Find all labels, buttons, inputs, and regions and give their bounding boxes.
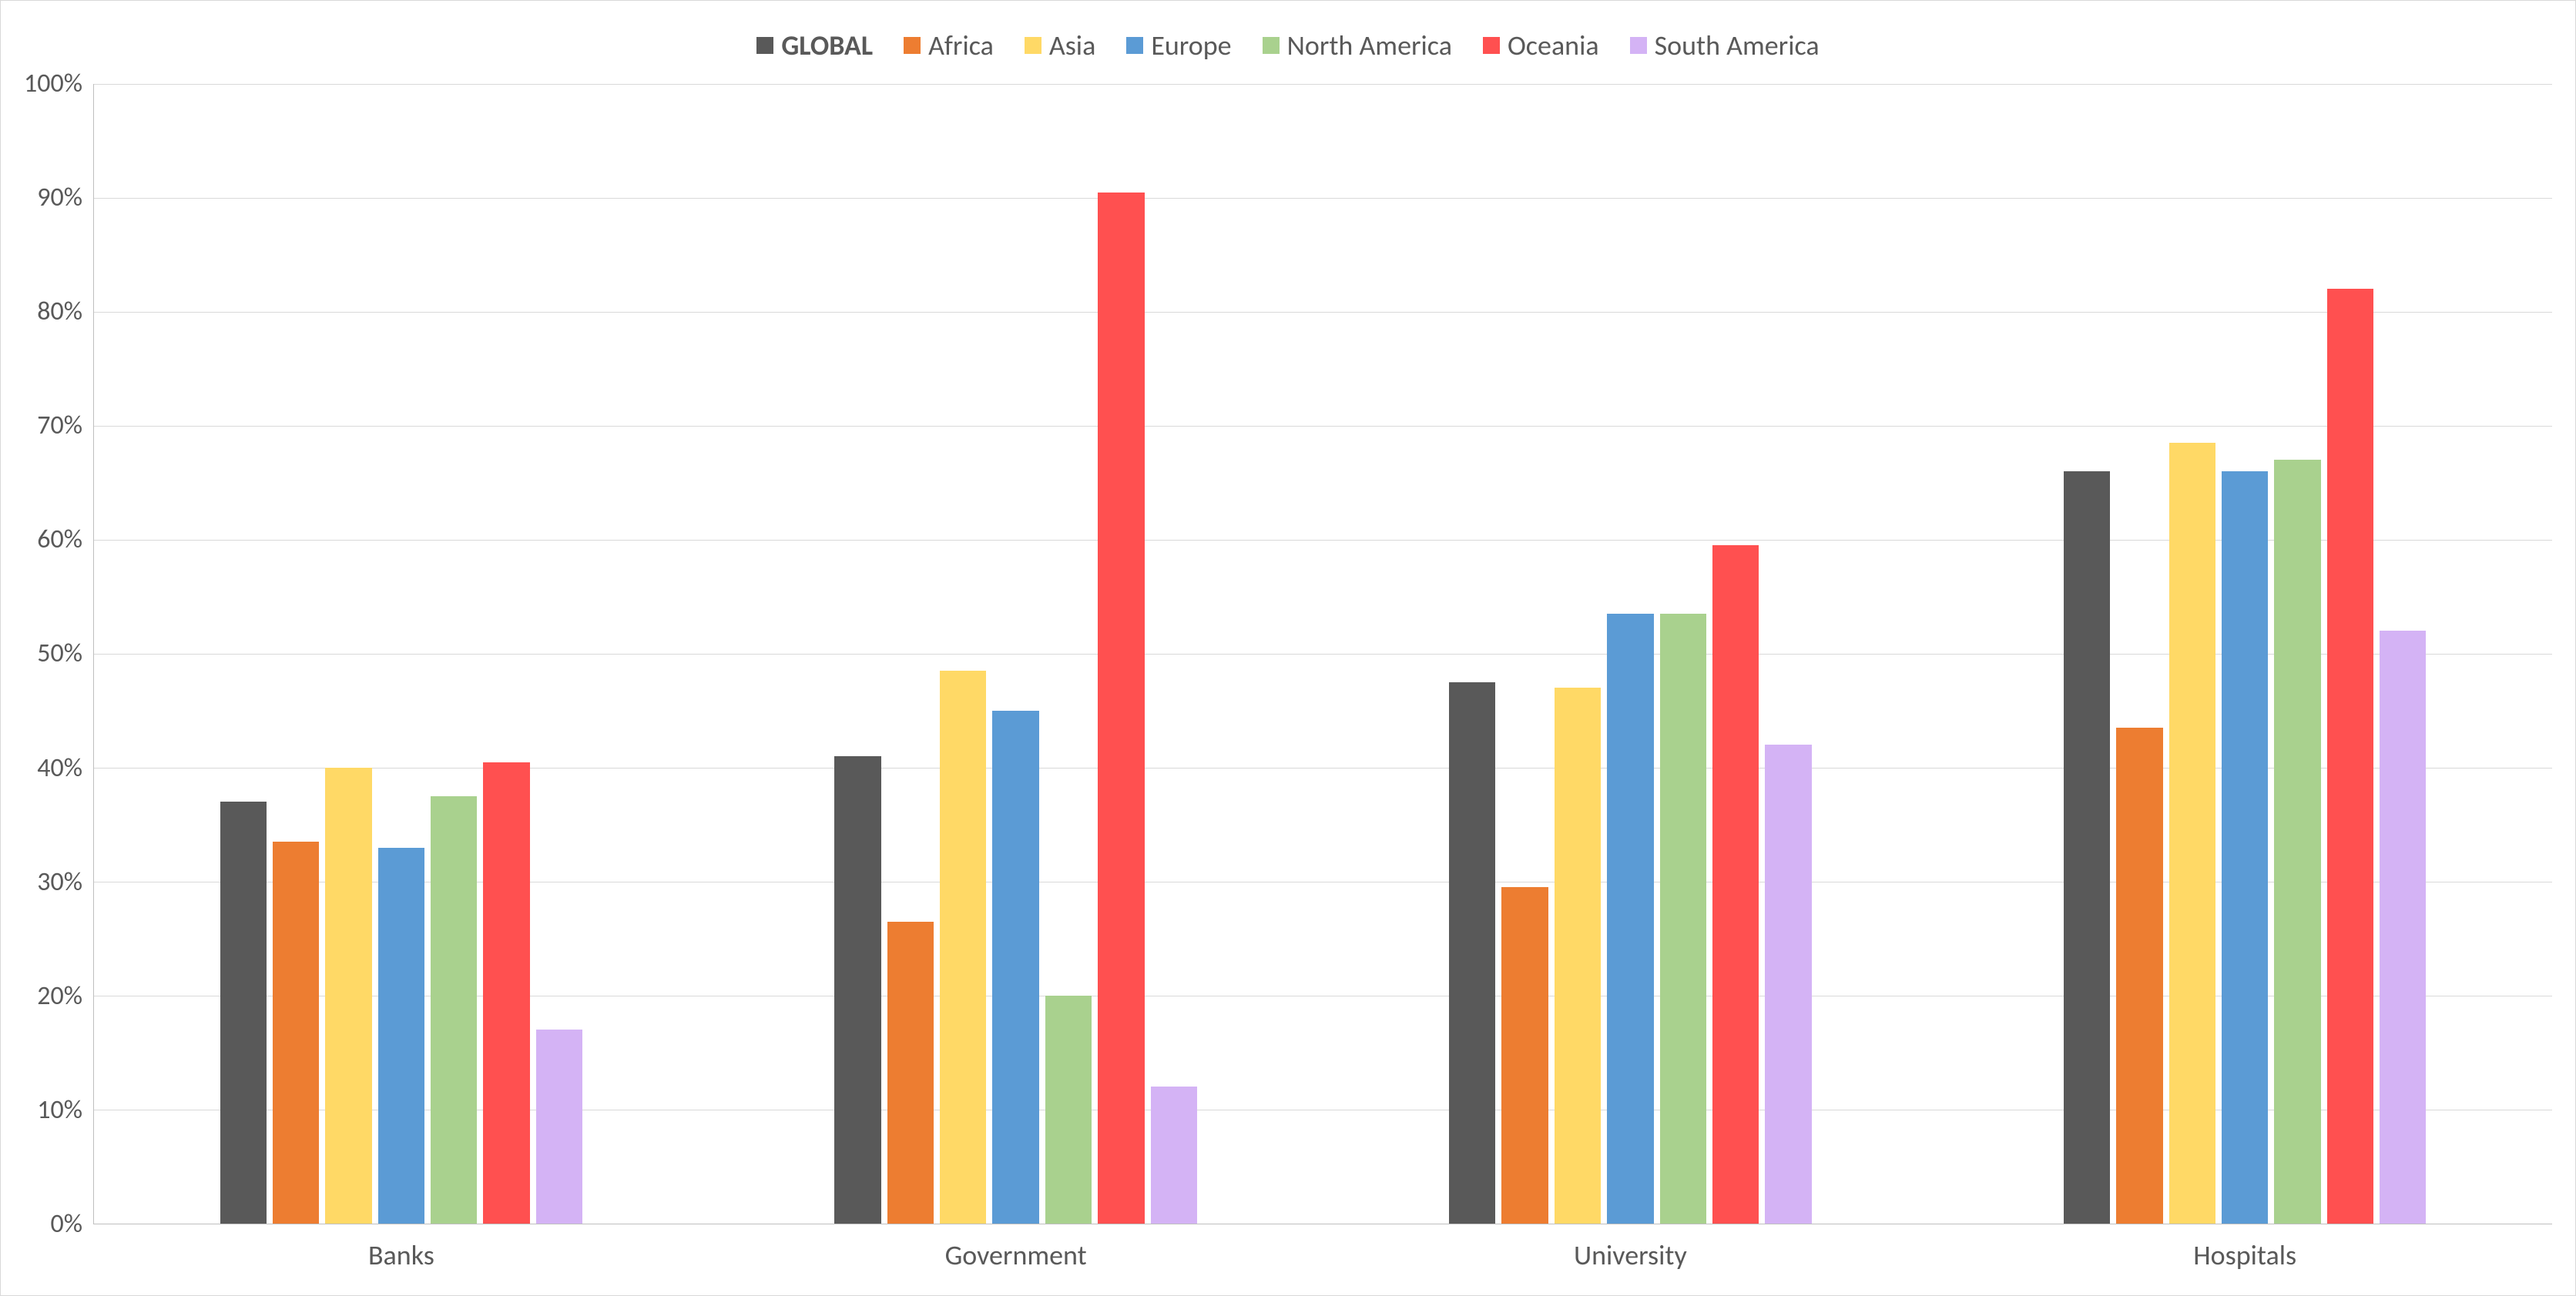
bar <box>940 671 986 1224</box>
x-axis-labels: BanksGovernmentUniversityHospitals <box>94 1224 2552 1272</box>
bar-group <box>709 84 1323 1224</box>
bar <box>992 711 1038 1224</box>
legend-label: North America <box>1287 28 1452 62</box>
legend-item: North America <box>1263 28 1452 62</box>
legend-item: Oceania <box>1483 28 1599 62</box>
bar <box>2064 471 2110 1224</box>
bar <box>325 768 371 1224</box>
bar <box>887 922 934 1224</box>
chart-container: GLOBAL Africa Asia Europe North America Ocean… <box>0 0 2576 1296</box>
x-tick-label: University <box>1323 1224 1938 1272</box>
bar-group <box>94 84 709 1224</box>
bar <box>2274 460 2320 1224</box>
bar <box>378 848 424 1224</box>
bar <box>1712 545 1759 1224</box>
bar <box>273 842 319 1224</box>
bar-groups <box>94 84 2552 1224</box>
legend-item: Europe <box>1126 28 1231 62</box>
bar <box>1607 614 1653 1224</box>
bar <box>1151 1087 1197 1224</box>
legend-swatch <box>756 37 773 54</box>
bar <box>1555 688 1601 1224</box>
legend-label: Africa <box>928 28 994 62</box>
bar <box>1501 887 1548 1224</box>
legend-item: GLOBAL <box>756 28 873 62</box>
legend-swatch <box>1630 37 1647 54</box>
bar <box>431 796 477 1224</box>
x-axis-labels-row: BanksGovernmentUniversityHospitals <box>24 1224 2552 1272</box>
bar <box>834 756 880 1224</box>
legend-label: GLOBAL <box>781 28 873 62</box>
bar <box>1045 996 1092 1224</box>
legend-label: South America <box>1655 28 1820 62</box>
bar <box>2116 728 2162 1224</box>
bar <box>2222 471 2268 1224</box>
legend-label: Europe <box>1151 28 1231 62</box>
x-tick-label: Government <box>709 1224 1323 1272</box>
legend: GLOBAL Africa Asia Europe North America Ocean… <box>24 16 2552 84</box>
bar-group <box>1937 84 2552 1224</box>
legend-swatch <box>1126 37 1143 54</box>
bar <box>220 802 267 1224</box>
bar <box>536 1030 582 1224</box>
bar <box>1660 614 1706 1224</box>
x-tick-label: Banks <box>94 1224 709 1272</box>
y-axis-labels: 100%90%80%70%60%50%40%30%20%10%0% <box>24 84 93 1224</box>
legend-swatch <box>1263 37 1280 54</box>
bar <box>1098 193 1144 1224</box>
bar-group <box>1323 84 1938 1224</box>
bar <box>2380 631 2426 1224</box>
legend-label: Asia <box>1049 28 1095 62</box>
legend-label: Oceania <box>1508 28 1599 62</box>
x-tick-label: Hospitals <box>1937 1224 2552 1272</box>
legend-swatch <box>904 37 921 54</box>
plot-row: 100%90%80%70%60%50%40%30%20%10%0% <box>24 84 2552 1224</box>
legend-swatch <box>1483 37 1500 54</box>
bar <box>2169 443 2215 1224</box>
legend-swatch <box>1025 37 1041 54</box>
bar <box>1449 682 1495 1224</box>
legend-item: Asia <box>1025 28 1095 62</box>
legend-item: South America <box>1630 28 1820 62</box>
bar <box>483 762 529 1224</box>
legend-item: Africa <box>904 28 994 62</box>
plot-area <box>93 84 2552 1224</box>
bar <box>1765 745 1811 1224</box>
bar <box>2327 289 2373 1224</box>
